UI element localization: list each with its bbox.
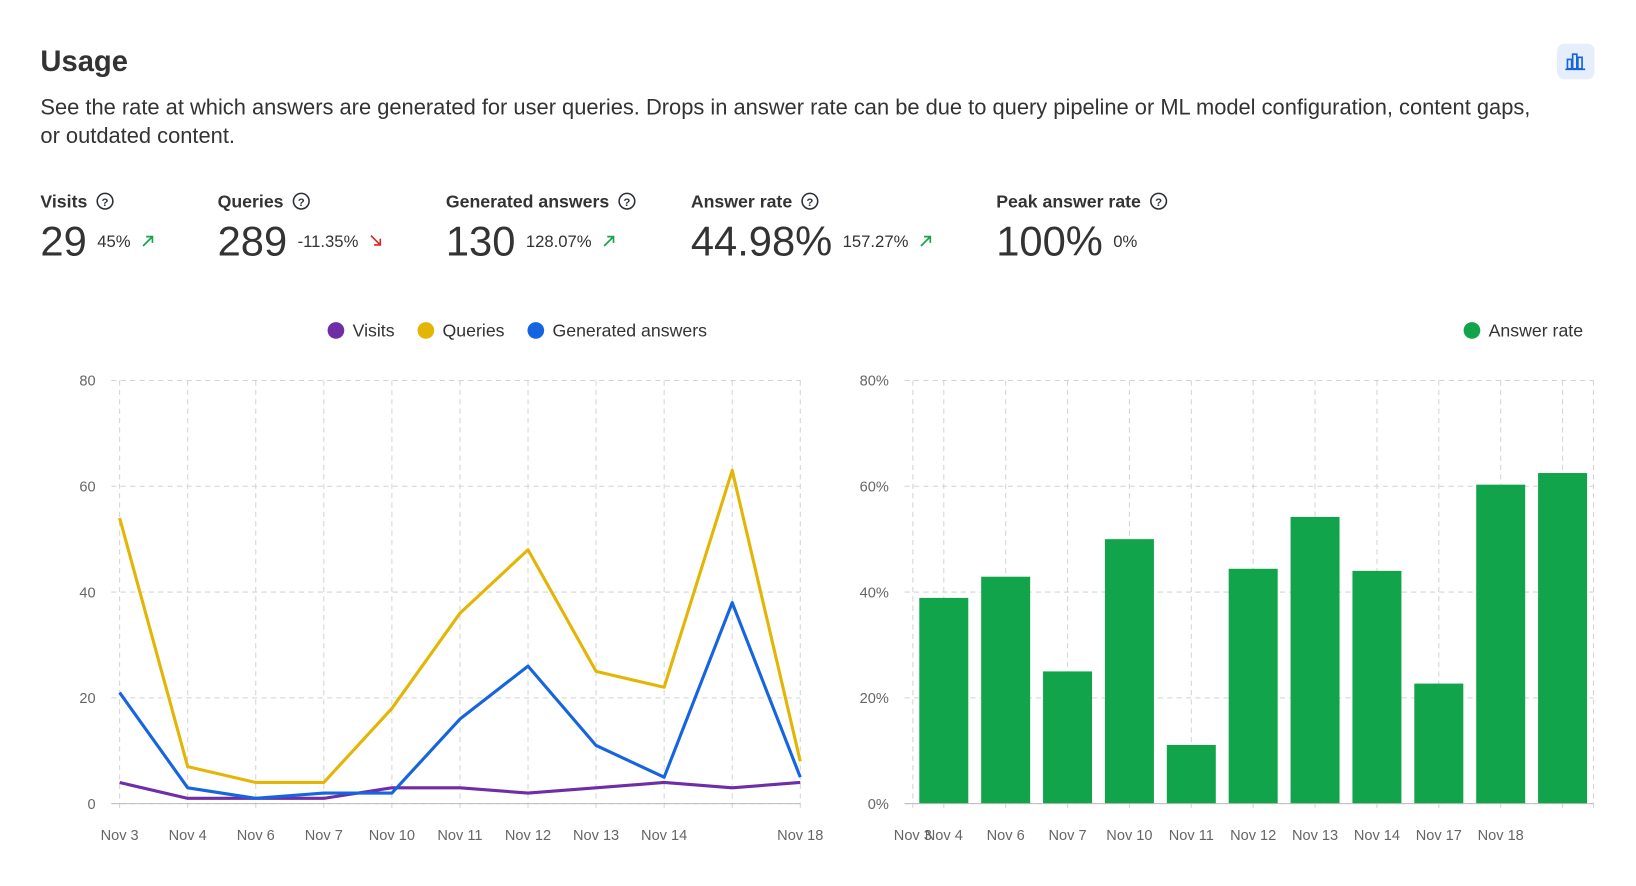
bar — [1414, 683, 1464, 804]
x-tick-label: Nov 6 — [237, 828, 275, 844]
x-tick-label: Nov 10 — [369, 828, 415, 844]
x-tick-label: Nov 3 — [894, 828, 932, 844]
bar — [919, 597, 969, 804]
kpi-label: Generated answers — [446, 191, 609, 211]
kpi-label: Peak answer rate — [996, 191, 1141, 211]
legend-item: Visits — [327, 321, 395, 341]
legend-swatch — [327, 322, 345, 339]
trend-arrow — [370, 234, 382, 246]
kpi-value: 289 — [218, 217, 288, 264]
line-series — [119, 780, 801, 800]
x-tick-label: Nov 18 — [1478, 828, 1524, 844]
x-tick-label: Nov 18 — [777, 828, 823, 844]
bar — [1476, 484, 1526, 804]
y-tick-label: 20 — [79, 691, 95, 707]
y-tick-label: 0 — [88, 797, 96, 813]
trend-arrow — [142, 235, 154, 247]
x-tick-label: Nov 12 — [1230, 828, 1276, 844]
bar — [1104, 539, 1154, 804]
chart-toggle-button[interactable] — [1557, 43, 1595, 80]
bar — [1228, 568, 1278, 804]
y-tick-label: 0% — [868, 797, 889, 813]
description: See the rate at which answers are genera… — [40, 95, 1530, 120]
help-icon — [96, 192, 114, 210]
title: Usage — [40, 46, 128, 78]
line-series — [118, 601, 802, 800]
y-tick-label: 60 — [79, 479, 95, 495]
kpi-value: 100% — [996, 217, 1103, 264]
y-tick-label: 40 — [79, 585, 95, 601]
y-tick-label: 80 — [79, 374, 95, 390]
kpi-change: 128.07% — [526, 232, 592, 251]
kpi-value: 44.98% — [691, 217, 832, 264]
x-tick-label: Nov 13 — [1292, 828, 1338, 844]
x-tick-label: Nov 12 — [505, 828, 551, 844]
y-tick-label: 40% — [860, 585, 889, 601]
button-bg[interactable] — [1557, 43, 1595, 80]
legend-item: Generated answers — [527, 321, 707, 341]
kpi-change: 0% — [1113, 232, 1137, 251]
kpi-label: Queries — [218, 191, 284, 211]
bar-icon — [1565, 53, 1586, 71]
help-icon — [292, 192, 310, 210]
x-tick-label: Nov 14 — [1354, 828, 1400, 844]
legend-label: Generated answers — [552, 321, 707, 341]
legend-label: Answer rate — [1489, 321, 1584, 341]
x-tick-label: Nov 11 — [1169, 828, 1214, 844]
legend-swatch — [1463, 322, 1481, 339]
bar — [981, 576, 1031, 804]
x-tick-label: Nov 7 — [305, 828, 343, 844]
description: or outdated content. — [40, 123, 235, 148]
y-tick-label: 80% — [860, 374, 889, 390]
help-icon — [801, 192, 819, 210]
trend-arrow — [603, 235, 615, 247]
help-icon-mark: ? — [806, 197, 813, 209]
x-tick-label: Nov 3 — [101, 828, 139, 844]
x-tick-label: Nov 10 — [1106, 828, 1152, 844]
help-icon-mark: ? — [102, 197, 109, 209]
bar — [1290, 516, 1340, 804]
legend-item: Answer rate — [1463, 321, 1584, 341]
y-tick-label: 60% — [860, 479, 889, 495]
legend-swatch — [417, 322, 435, 339]
x-tick-label: Nov 13 — [573, 828, 619, 844]
help-icon-mark: ? — [623, 197, 630, 209]
kpi-change: -11.35% — [298, 232, 359, 251]
kpi-value: 29 — [40, 217, 86, 264]
x-tick-label: Nov 14 — [641, 828, 687, 844]
bar — [1166, 744, 1216, 804]
kpi-label: Visits — [40, 191, 87, 211]
kpi-value: 130 — [446, 217, 516, 264]
x-tick-label: Nov 4 — [169, 828, 207, 844]
x-tick-label: Nov 4 — [925, 828, 963, 844]
kpi-change: 157.27% — [843, 232, 909, 251]
x-tick-label: Nov 17 — [1416, 828, 1462, 844]
help-icon — [1150, 192, 1168, 210]
kpi-label: Answer rate — [691, 191, 792, 211]
help-icon-mark: ? — [298, 197, 305, 209]
trend-arrow — [920, 235, 932, 247]
bar — [1043, 671, 1093, 804]
y-tick-label: 20% — [860, 691, 889, 707]
legend-item: Queries — [417, 321, 505, 341]
bar — [1538, 473, 1588, 804]
legend-label: Visits — [353, 321, 395, 341]
x-tick-label: Nov 11 — [437, 828, 482, 844]
legend-label: Queries — [443, 321, 505, 341]
line-series — [118, 468, 802, 785]
x-tick-label: Nov 6 — [987, 828, 1025, 844]
bar — [1352, 570, 1402, 804]
help-icon — [618, 192, 636, 210]
x-tick-label: Nov 7 — [1049, 828, 1087, 844]
help-icon-mark: ? — [1155, 197, 1162, 209]
kpi-change: 45% — [97, 232, 131, 251]
legend-swatch — [527, 322, 545, 339]
